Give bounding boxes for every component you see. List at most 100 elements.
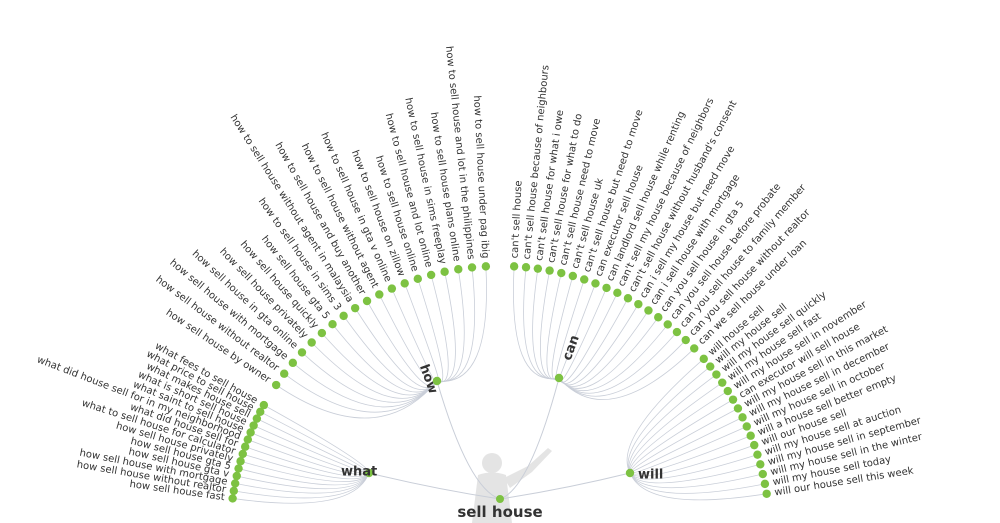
leaf-node[interactable] [723, 386, 733, 396]
branch-label-will[interactable]: will [638, 468, 663, 483]
leaf-node[interactable] [228, 494, 237, 503]
leaf-node[interactable] [699, 354, 708, 364]
leaf-node[interactable] [681, 335, 690, 345]
root-node[interactable] [496, 495, 504, 503]
leaf-node[interactable] [690, 344, 699, 353]
leaf-link [436, 269, 465, 382]
leaf-node[interactable] [718, 378, 727, 387]
leaf-node[interactable] [634, 299, 643, 309]
branch-node[interactable] [625, 468, 635, 478]
trunk-link [499, 377, 560, 500]
leaf-node[interactable] [654, 313, 663, 322]
leaf-node[interactable] [760, 479, 770, 489]
leaf-node[interactable] [663, 320, 672, 329]
leaf-node[interactable] [568, 271, 578, 281]
root-label[interactable]: sell house [457, 503, 542, 521]
leaf-node[interactable] [672, 327, 682, 337]
leaf-link [629, 444, 755, 477]
leaf-node[interactable] [229, 486, 238, 496]
leaf-node[interactable] [240, 442, 250, 451]
leaf-node[interactable] [234, 464, 243, 473]
leaf-node[interactable] [762, 489, 771, 498]
leaf-node[interactable] [230, 479, 240, 488]
leaf-node[interactable] [509, 262, 519, 271]
leaf-link [430, 274, 449, 383]
leaf-node[interactable] [375, 290, 384, 299]
leaf-node[interactable] [297, 348, 307, 357]
leaf-node[interactable] [317, 328, 327, 338]
leaf-node[interactable] [238, 449, 247, 459]
leaf-node[interactable] [256, 407, 265, 417]
leaf-node[interactable] [557, 268, 566, 278]
leaf-node[interactable] [733, 404, 743, 413]
leaf-node[interactable] [246, 428, 255, 437]
leaf-link [626, 358, 705, 474]
leaf-node[interactable] [728, 395, 738, 404]
leaf-node[interactable] [249, 421, 258, 430]
leaf-node[interactable] [623, 294, 633, 303]
leaf-node[interactable] [712, 370, 721, 379]
branch-label-what[interactable]: what [341, 465, 377, 480]
leaf-node[interactable] [738, 413, 747, 422]
leaf-node[interactable] [339, 311, 348, 321]
leaf-node[interactable] [746, 431, 755, 440]
leaf-link [532, 268, 560, 380]
leaf-link [301, 352, 438, 403]
leaf-node[interactable] [602, 283, 611, 293]
leaf-node[interactable] [307, 338, 316, 347]
leaf-link [236, 472, 370, 490]
leaf-node[interactable] [259, 400, 269, 410]
branch-node[interactable] [554, 373, 564, 383]
leaf-node[interactable] [521, 263, 531, 272]
trunk-link [436, 380, 501, 500]
leaf-node[interactable] [440, 267, 449, 276]
leaf-node[interactable] [387, 284, 397, 293]
leaf-link [245, 446, 370, 477]
leaf-node[interactable] [252, 414, 262, 423]
leaf-node[interactable] [644, 306, 653, 315]
leaf-node[interactable] [232, 471, 241, 481]
branch-node[interactable] [364, 468, 374, 478]
leaf-node[interactable] [481, 262, 491, 271]
nodes-layer [228, 262, 771, 503]
trunk-link [499, 472, 631, 500]
leaf-link [539, 270, 560, 380]
leaf-node[interactable] [706, 362, 715, 371]
leaf-node[interactable] [613, 288, 622, 298]
leaf-node[interactable] [591, 279, 600, 288]
leaf-node[interactable] [280, 369, 289, 378]
leaf-node[interactable] [467, 263, 477, 272]
leaf-node[interactable] [236, 457, 245, 466]
leaf-link [283, 373, 438, 413]
leaf-node[interactable] [426, 270, 436, 280]
leaf-node[interactable] [243, 435, 253, 444]
branch-node[interactable] [432, 376, 442, 386]
leaf-link [627, 366, 711, 474]
leaf-link [263, 404, 370, 474]
leaf-node[interactable] [454, 265, 463, 274]
leaf-node[interactable] [288, 358, 298, 368]
leaf-node[interactable] [362, 296, 372, 306]
leaf-node[interactable] [756, 460, 765, 469]
leaf-node[interactable] [350, 303, 360, 313]
leaf-node[interactable] [758, 469, 767, 479]
leaf-node[interactable] [580, 275, 589, 284]
leaf-node[interactable] [753, 450, 762, 459]
leaf-node[interactable] [328, 320, 337, 329]
leaf-node[interactable] [400, 279, 409, 288]
leaf-node[interactable] [750, 440, 759, 450]
leaf-node[interactable] [742, 422, 751, 431]
leaf-link [629, 472, 767, 501]
leaf-node[interactable] [271, 380, 281, 390]
leaf-node[interactable] [533, 264, 543, 273]
leaf-label[interactable]: can't sell house [510, 180, 525, 259]
leaf-link [546, 272, 562, 380]
leaf-link [436, 271, 456, 383]
leaf-node[interactable] [545, 266, 554, 275]
leaf-link [240, 460, 370, 482]
leaf-link [629, 472, 763, 489]
trunk-link [368, 472, 501, 500]
leaf-node[interactable] [413, 274, 423, 284]
